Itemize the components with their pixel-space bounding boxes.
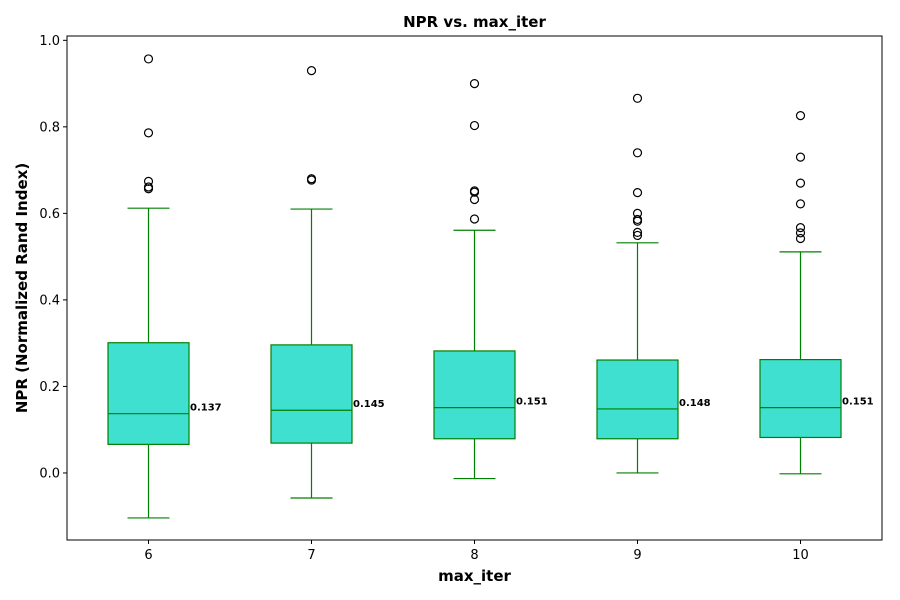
outlier-point xyxy=(306,66,317,76)
outlier-point xyxy=(143,54,154,64)
outlier-point xyxy=(632,227,643,238)
outlier-point xyxy=(795,178,806,188)
box xyxy=(596,359,679,440)
y-tick-label: 0.2 xyxy=(39,380,60,395)
x-tick-label: 7 xyxy=(307,548,315,563)
x-tick-label: 10 xyxy=(792,548,809,563)
y-tick-label: 0.8 xyxy=(39,120,60,135)
outlier-point xyxy=(795,223,806,233)
outlier-point xyxy=(469,120,480,131)
median-label: 0.151 xyxy=(842,397,874,408)
y-axis-label: NPR (Normalized Rand Index) xyxy=(13,163,31,413)
x-tick-label: 8 xyxy=(470,548,478,563)
plot-area: 0.137 0.145 0.151 0.148 0.151 xyxy=(107,54,874,519)
box xyxy=(107,342,190,445)
y-tick-label: 0.6 xyxy=(39,207,60,222)
y-tick-label: 1.0 xyxy=(39,34,60,49)
chart-title: NPR vs. max_iter xyxy=(403,13,546,31)
x-tick-label: 6 xyxy=(144,548,152,563)
box-group: 0.137 xyxy=(107,54,222,519)
box-group: 0.151 xyxy=(433,78,548,480)
y-tick-label: 0.0 xyxy=(39,466,60,481)
outlier-point xyxy=(306,175,317,185)
y-axis: 0.0 0.2 0.4 0.6 0.8 1.0 xyxy=(39,34,67,481)
outlier-point xyxy=(469,214,480,224)
outlier-point xyxy=(632,230,643,241)
outlier-point xyxy=(469,194,480,205)
box xyxy=(433,350,516,440)
outlier-point xyxy=(632,93,643,103)
box xyxy=(270,344,353,444)
box-group: 0.148 xyxy=(596,93,711,474)
outlier-point xyxy=(795,111,806,121)
box xyxy=(759,358,842,439)
median-label: 0.145 xyxy=(353,399,385,410)
box-group: 0.151 xyxy=(759,111,874,475)
outlier-point xyxy=(469,78,480,89)
median-label: 0.148 xyxy=(679,398,711,409)
median-label: 0.137 xyxy=(190,403,222,414)
outlier-point xyxy=(143,184,154,194)
box-group: 0.145 xyxy=(270,66,385,499)
outlier-point xyxy=(632,216,643,226)
outlier-point xyxy=(143,128,154,138)
median-label: 0.151 xyxy=(516,397,548,408)
outlier-point xyxy=(795,152,806,162)
outlier-point xyxy=(795,228,806,238)
outlier-point xyxy=(469,187,480,197)
outlier-point xyxy=(632,188,643,198)
outlier-point xyxy=(795,199,806,209)
x-axis-label: max_iter xyxy=(438,567,511,585)
x-axis: 6 7 8 9 10 xyxy=(144,540,809,563)
x-tick-label: 9 xyxy=(633,548,641,563)
outlier-point xyxy=(143,176,154,186)
outlier-point xyxy=(632,148,643,158)
outlier-point xyxy=(795,233,806,244)
y-tick-label: 0.4 xyxy=(39,293,60,308)
